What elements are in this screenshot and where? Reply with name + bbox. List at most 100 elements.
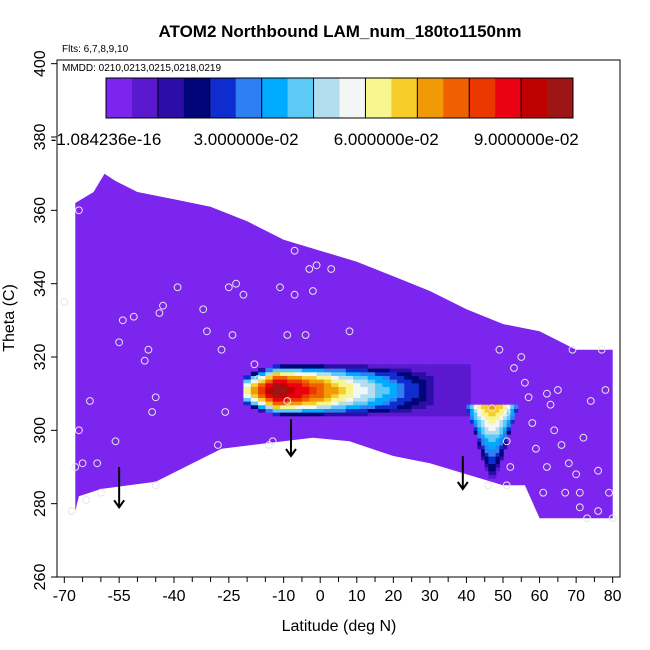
heat-cell bbox=[316, 379, 325, 384]
sample-point bbox=[67, 507, 76, 515]
heat-cell bbox=[514, 408, 519, 413]
heat-cell bbox=[440, 390, 449, 395]
heat-cell bbox=[477, 423, 482, 428]
heat-cell bbox=[440, 408, 449, 413]
heat-cell bbox=[367, 386, 376, 391]
heat-cell bbox=[426, 412, 435, 417]
heat-cell bbox=[353, 404, 361, 409]
heat-cell bbox=[338, 408, 347, 413]
y-axis-label: Theta (C) bbox=[1, 284, 18, 352]
heat-cell bbox=[481, 408, 486, 413]
sample-point bbox=[543, 389, 551, 398]
arrow-head bbox=[456, 481, 469, 491]
heat-cell bbox=[506, 412, 511, 417]
heat-cell bbox=[418, 408, 427, 413]
heat-cell bbox=[265, 401, 274, 406]
sample-point bbox=[502, 481, 511, 490]
heat-cell bbox=[265, 379, 274, 384]
heat-cell bbox=[353, 368, 361, 373]
heat-cell bbox=[338, 379, 347, 384]
heat-cell bbox=[484, 437, 489, 442]
heat-cell bbox=[323, 401, 332, 406]
heat-cell bbox=[294, 382, 303, 387]
heat-cell bbox=[397, 375, 405, 380]
sample-point bbox=[502, 437, 511, 446]
sample-point bbox=[301, 331, 310, 339]
x-tick-label: 0 bbox=[316, 588, 325, 605]
heat-cell bbox=[503, 419, 508, 424]
heat-cell bbox=[338, 364, 347, 369]
heat-cell bbox=[287, 397, 296, 402]
sample-point bbox=[517, 353, 526, 361]
sample-point bbox=[239, 290, 248, 299]
heat-cell bbox=[397, 386, 405, 391]
heat-cell bbox=[470, 404, 475, 409]
heat-cell bbox=[258, 401, 266, 406]
heat-cell bbox=[294, 368, 303, 373]
heat-cell bbox=[323, 408, 332, 413]
heat-cell bbox=[345, 382, 354, 387]
heat-cell bbox=[287, 390, 296, 395]
colorbar-swatch bbox=[106, 78, 133, 118]
heat-cell bbox=[506, 415, 511, 420]
heat-cell bbox=[265, 393, 274, 398]
heat-cell bbox=[382, 408, 391, 413]
heat-cell bbox=[294, 412, 303, 417]
heat-cell bbox=[448, 404, 457, 409]
heat-cell bbox=[481, 437, 486, 442]
heat-cell bbox=[440, 368, 449, 373]
heat-cell bbox=[382, 404, 391, 409]
heat-cell bbox=[301, 371, 310, 376]
heat-cell bbox=[495, 415, 500, 420]
heat-cell bbox=[492, 437, 497, 442]
heat-cell bbox=[301, 379, 310, 384]
heat-cell bbox=[492, 463, 497, 468]
sample-point bbox=[118, 316, 127, 325]
heat-cell bbox=[418, 364, 427, 369]
x-tick-label: 20 bbox=[384, 588, 402, 605]
heat-cell bbox=[411, 412, 420, 417]
heat-cell bbox=[301, 364, 310, 369]
heat-cell bbox=[426, 364, 435, 369]
heat-cell bbox=[265, 368, 274, 373]
heat-cell bbox=[309, 393, 318, 398]
heat-cell bbox=[426, 397, 435, 402]
heat-cell bbox=[243, 393, 252, 398]
heat-cell bbox=[345, 408, 354, 413]
heat-cell bbox=[280, 404, 288, 409]
heat-cell bbox=[455, 404, 464, 409]
heat-cell bbox=[382, 371, 391, 376]
heat-cell bbox=[440, 397, 449, 402]
heat-cell bbox=[397, 382, 405, 387]
heat-cell bbox=[492, 452, 497, 457]
sample-point bbox=[232, 279, 241, 288]
heat-cell bbox=[481, 434, 486, 439]
heat-cell bbox=[243, 397, 252, 402]
sample-point bbox=[506, 463, 515, 471]
heat-cell bbox=[488, 434, 493, 439]
sample-point bbox=[561, 488, 570, 497]
heat-cell bbox=[367, 371, 376, 376]
heat-cell bbox=[309, 382, 318, 387]
sample-point bbox=[305, 265, 314, 273]
heat-cell bbox=[287, 368, 296, 373]
heat-cell bbox=[250, 386, 259, 391]
heat-cell bbox=[280, 412, 288, 417]
heat-cell bbox=[495, 445, 500, 450]
sample-point bbox=[93, 459, 102, 468]
heat-cell bbox=[345, 412, 354, 417]
sample-point bbox=[488, 404, 496, 413]
heat-cell bbox=[397, 368, 405, 373]
heat-cell bbox=[510, 419, 515, 424]
heat-cell bbox=[323, 397, 332, 402]
heat-cell bbox=[481, 452, 486, 457]
heat-cell bbox=[360, 368, 369, 373]
heat-cell bbox=[448, 382, 457, 387]
heat-cell bbox=[265, 408, 274, 413]
heat-cell bbox=[272, 390, 281, 395]
heat-cell bbox=[484, 415, 489, 420]
heat-cell bbox=[440, 375, 449, 380]
heat-cell bbox=[433, 371, 442, 376]
heat-cell bbox=[382, 393, 391, 398]
heat-cell bbox=[462, 371, 471, 376]
